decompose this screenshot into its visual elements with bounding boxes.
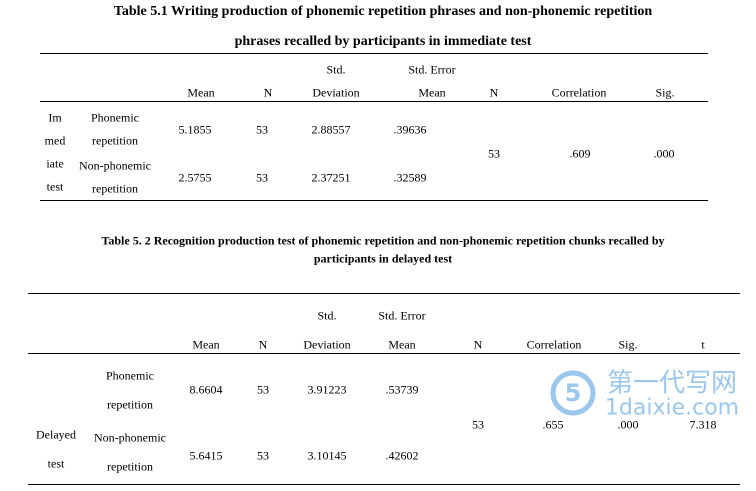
paired-cell: 7.318 xyxy=(689,417,717,432)
row-label: repetition xyxy=(92,181,138,196)
row-label: repetition xyxy=(107,459,153,474)
row-label: repetition xyxy=(92,133,138,148)
column-header: Std. Error xyxy=(408,62,456,77)
paired-cell: .000 xyxy=(617,417,639,432)
table-cell: .32589 xyxy=(393,170,427,185)
table-title: Table 5.1 Writing production of phonemic… xyxy=(113,4,653,19)
table-title: phrases recalled by participants in imme… xyxy=(234,34,532,49)
paired-cell: .609 xyxy=(569,146,591,161)
table-cell: .39636 xyxy=(393,122,427,137)
svg-text:5: 5 xyxy=(565,379,582,407)
table-rule xyxy=(40,200,708,201)
column-header: Mean xyxy=(418,85,446,100)
table-cell: 2.5755 xyxy=(178,170,212,185)
table-rule xyxy=(40,53,708,54)
group-label: test xyxy=(47,456,65,471)
table-cell: 5.1855 xyxy=(178,122,212,137)
table-rule xyxy=(40,101,708,102)
paired-cell: .000 xyxy=(653,146,675,161)
table-cell: 5.6415 xyxy=(189,448,223,463)
column-header: Mean xyxy=(187,85,215,100)
column-header: Correlation xyxy=(551,85,607,100)
column-header: N xyxy=(258,337,268,352)
table-cell: 2.37251 xyxy=(311,170,351,185)
column-header: Sig. xyxy=(655,85,675,100)
paired-cell: 53 xyxy=(488,146,500,161)
column-header: N xyxy=(263,85,273,100)
table-rule xyxy=(28,484,740,485)
column-header: Deviation xyxy=(312,85,360,100)
group-label: iate xyxy=(46,156,64,171)
table-cell: .53739 xyxy=(385,382,419,397)
table-cell: 53 xyxy=(257,448,269,463)
table-rule xyxy=(28,353,740,354)
group-label: Delayed xyxy=(36,427,76,442)
row-label: Phonemic xyxy=(91,110,139,125)
paired-cell: .655 xyxy=(542,417,564,432)
group-label: test xyxy=(46,179,64,194)
paired-cell: 53 xyxy=(472,417,484,432)
column-header: Deviation xyxy=(303,337,351,352)
column-header: N xyxy=(489,85,499,100)
watermark-url: 1daixie.com xyxy=(604,395,740,421)
column-header: Sig. xyxy=(618,337,638,352)
table-cell: 2.88557 xyxy=(311,122,351,137)
row-label: Non-phonemic xyxy=(94,430,166,445)
column-header: Std. xyxy=(317,308,337,323)
table-cell: 3.91223 xyxy=(307,382,347,397)
watermark-name: 第一代写网 xyxy=(606,368,738,399)
table-title: participants in delayed test xyxy=(313,251,453,266)
column-header: N xyxy=(473,337,483,352)
group-label: Im xyxy=(48,110,62,125)
table-cell: 53 xyxy=(256,122,268,137)
table-cell: 3.10145 xyxy=(307,448,347,463)
column-header: Mean xyxy=(192,337,220,352)
row-label: Phonemic xyxy=(106,368,154,383)
column-header: Correlation xyxy=(526,337,582,352)
table-cell: 8.6604 xyxy=(189,382,223,397)
column-header: Std. Error xyxy=(378,308,426,323)
table-cell: .42602 xyxy=(385,448,419,463)
watermark-logo: 5 xyxy=(550,370,596,416)
row-label: Non-phonemic xyxy=(79,158,151,173)
column-header: t xyxy=(701,337,705,352)
table-rule xyxy=(28,293,740,294)
table-cell: 53 xyxy=(257,382,269,397)
table-cell: 53 xyxy=(256,170,268,185)
column-header: Mean xyxy=(388,337,416,352)
table-title: Table 5. 2 Recognition production test o… xyxy=(101,233,665,248)
column-header: Std. xyxy=(326,62,346,77)
group-label: med xyxy=(44,133,66,148)
row-label: repetition xyxy=(107,397,153,412)
